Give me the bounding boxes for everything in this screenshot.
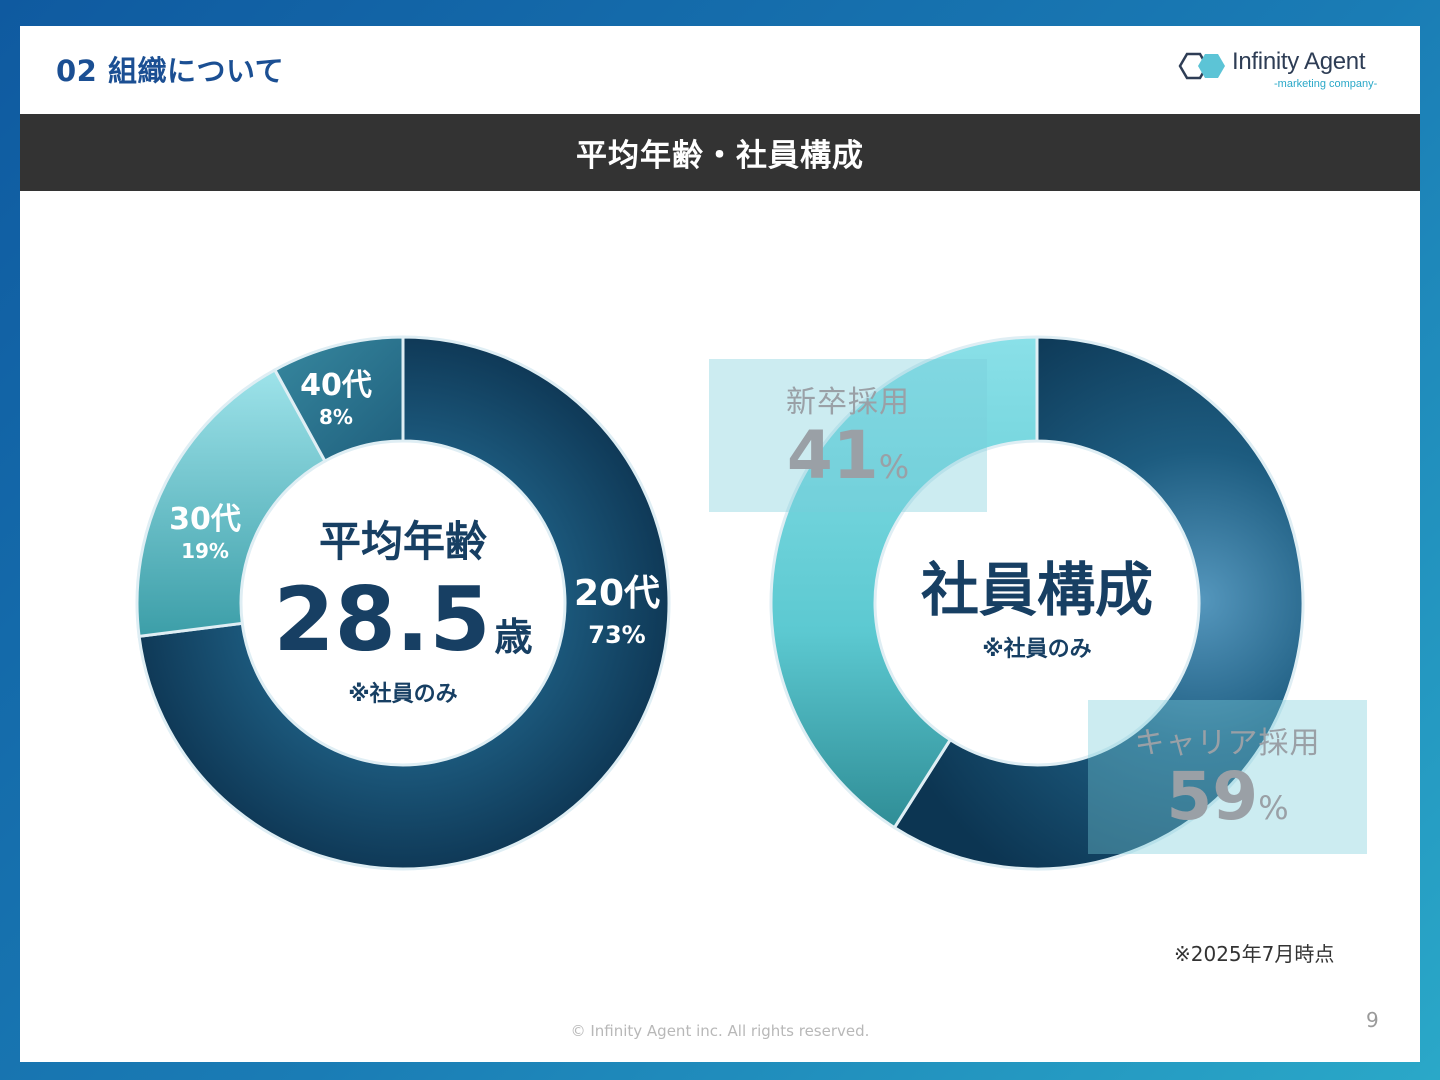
slice-label-30s: 30代 — [169, 502, 241, 537]
new-grad-value: 41% — [787, 423, 909, 500]
slice-value-30s: 19% — [181, 539, 229, 563]
logo-subtitle: -marketing company- — [1274, 78, 1378, 90]
header-band: 平均年齢・社員構成 — [20, 114, 1420, 191]
new-grad-label-box: 新卒採用 41% — [709, 359, 987, 512]
page-number: 9 — [1366, 1008, 1379, 1032]
composition-donut-center: 社員構成 ※社員のみ — [921, 556, 1153, 662]
composition-donut-chart — [769, 335, 1305, 871]
center-title: 社員構成 — [921, 556, 1153, 624]
slice-label-40s: 40代 — [300, 368, 372, 403]
average-age-value: 28.5 — [273, 568, 490, 671]
slice-label-20s: 20代 — [574, 573, 660, 614]
as-of-note: ※2025年7月時点 — [1174, 942, 1335, 966]
career-label-box: キャリア採用 59% — [1088, 700, 1367, 854]
center-note: ※社員のみ — [982, 636, 1091, 662]
slice-40s — [272, 335, 405, 464]
slice-new-grad — [769, 335, 1039, 830]
average-age-unit: 歳 — [495, 615, 533, 659]
age-donut-center: 平均年齢 28.5 歳 ※社員のみ — [273, 517, 532, 707]
career-number: 59 — [1166, 758, 1259, 835]
header-title: 平均年齢・社員構成 — [576, 138, 864, 174]
slice-30s — [135, 367, 327, 639]
logo-name: Infinity Agent — [1232, 48, 1366, 75]
section-title: 02 組織について — [56, 54, 285, 88]
career-label: キャリア採用 — [1134, 726, 1321, 761]
new-grad-unit: % — [878, 448, 910, 486]
new-grad-number: 41 — [786, 417, 879, 494]
slice-20s — [137, 335, 671, 871]
copyright: © Infinity Agent inc. All rights reserve… — [570, 1022, 870, 1040]
slice-career — [892, 335, 1305, 871]
hexagon-logo-icon — [1178, 52, 1225, 80]
new-grad-label: 新卒採用 — [786, 385, 910, 420]
career-value: 59% — [1166, 764, 1288, 841]
company-logo: Infinity Agent -marketing company- — [1174, 44, 1404, 100]
career-unit: % — [1258, 789, 1289, 827]
center-note: ※社員のみ — [348, 681, 457, 707]
center-title: 平均年齢 — [319, 517, 487, 566]
slice-value-20s: 73% — [588, 621, 645, 649]
slice-value-40s: 8% — [319, 405, 353, 429]
center-value: 28.5 歳 — [273, 568, 532, 671]
